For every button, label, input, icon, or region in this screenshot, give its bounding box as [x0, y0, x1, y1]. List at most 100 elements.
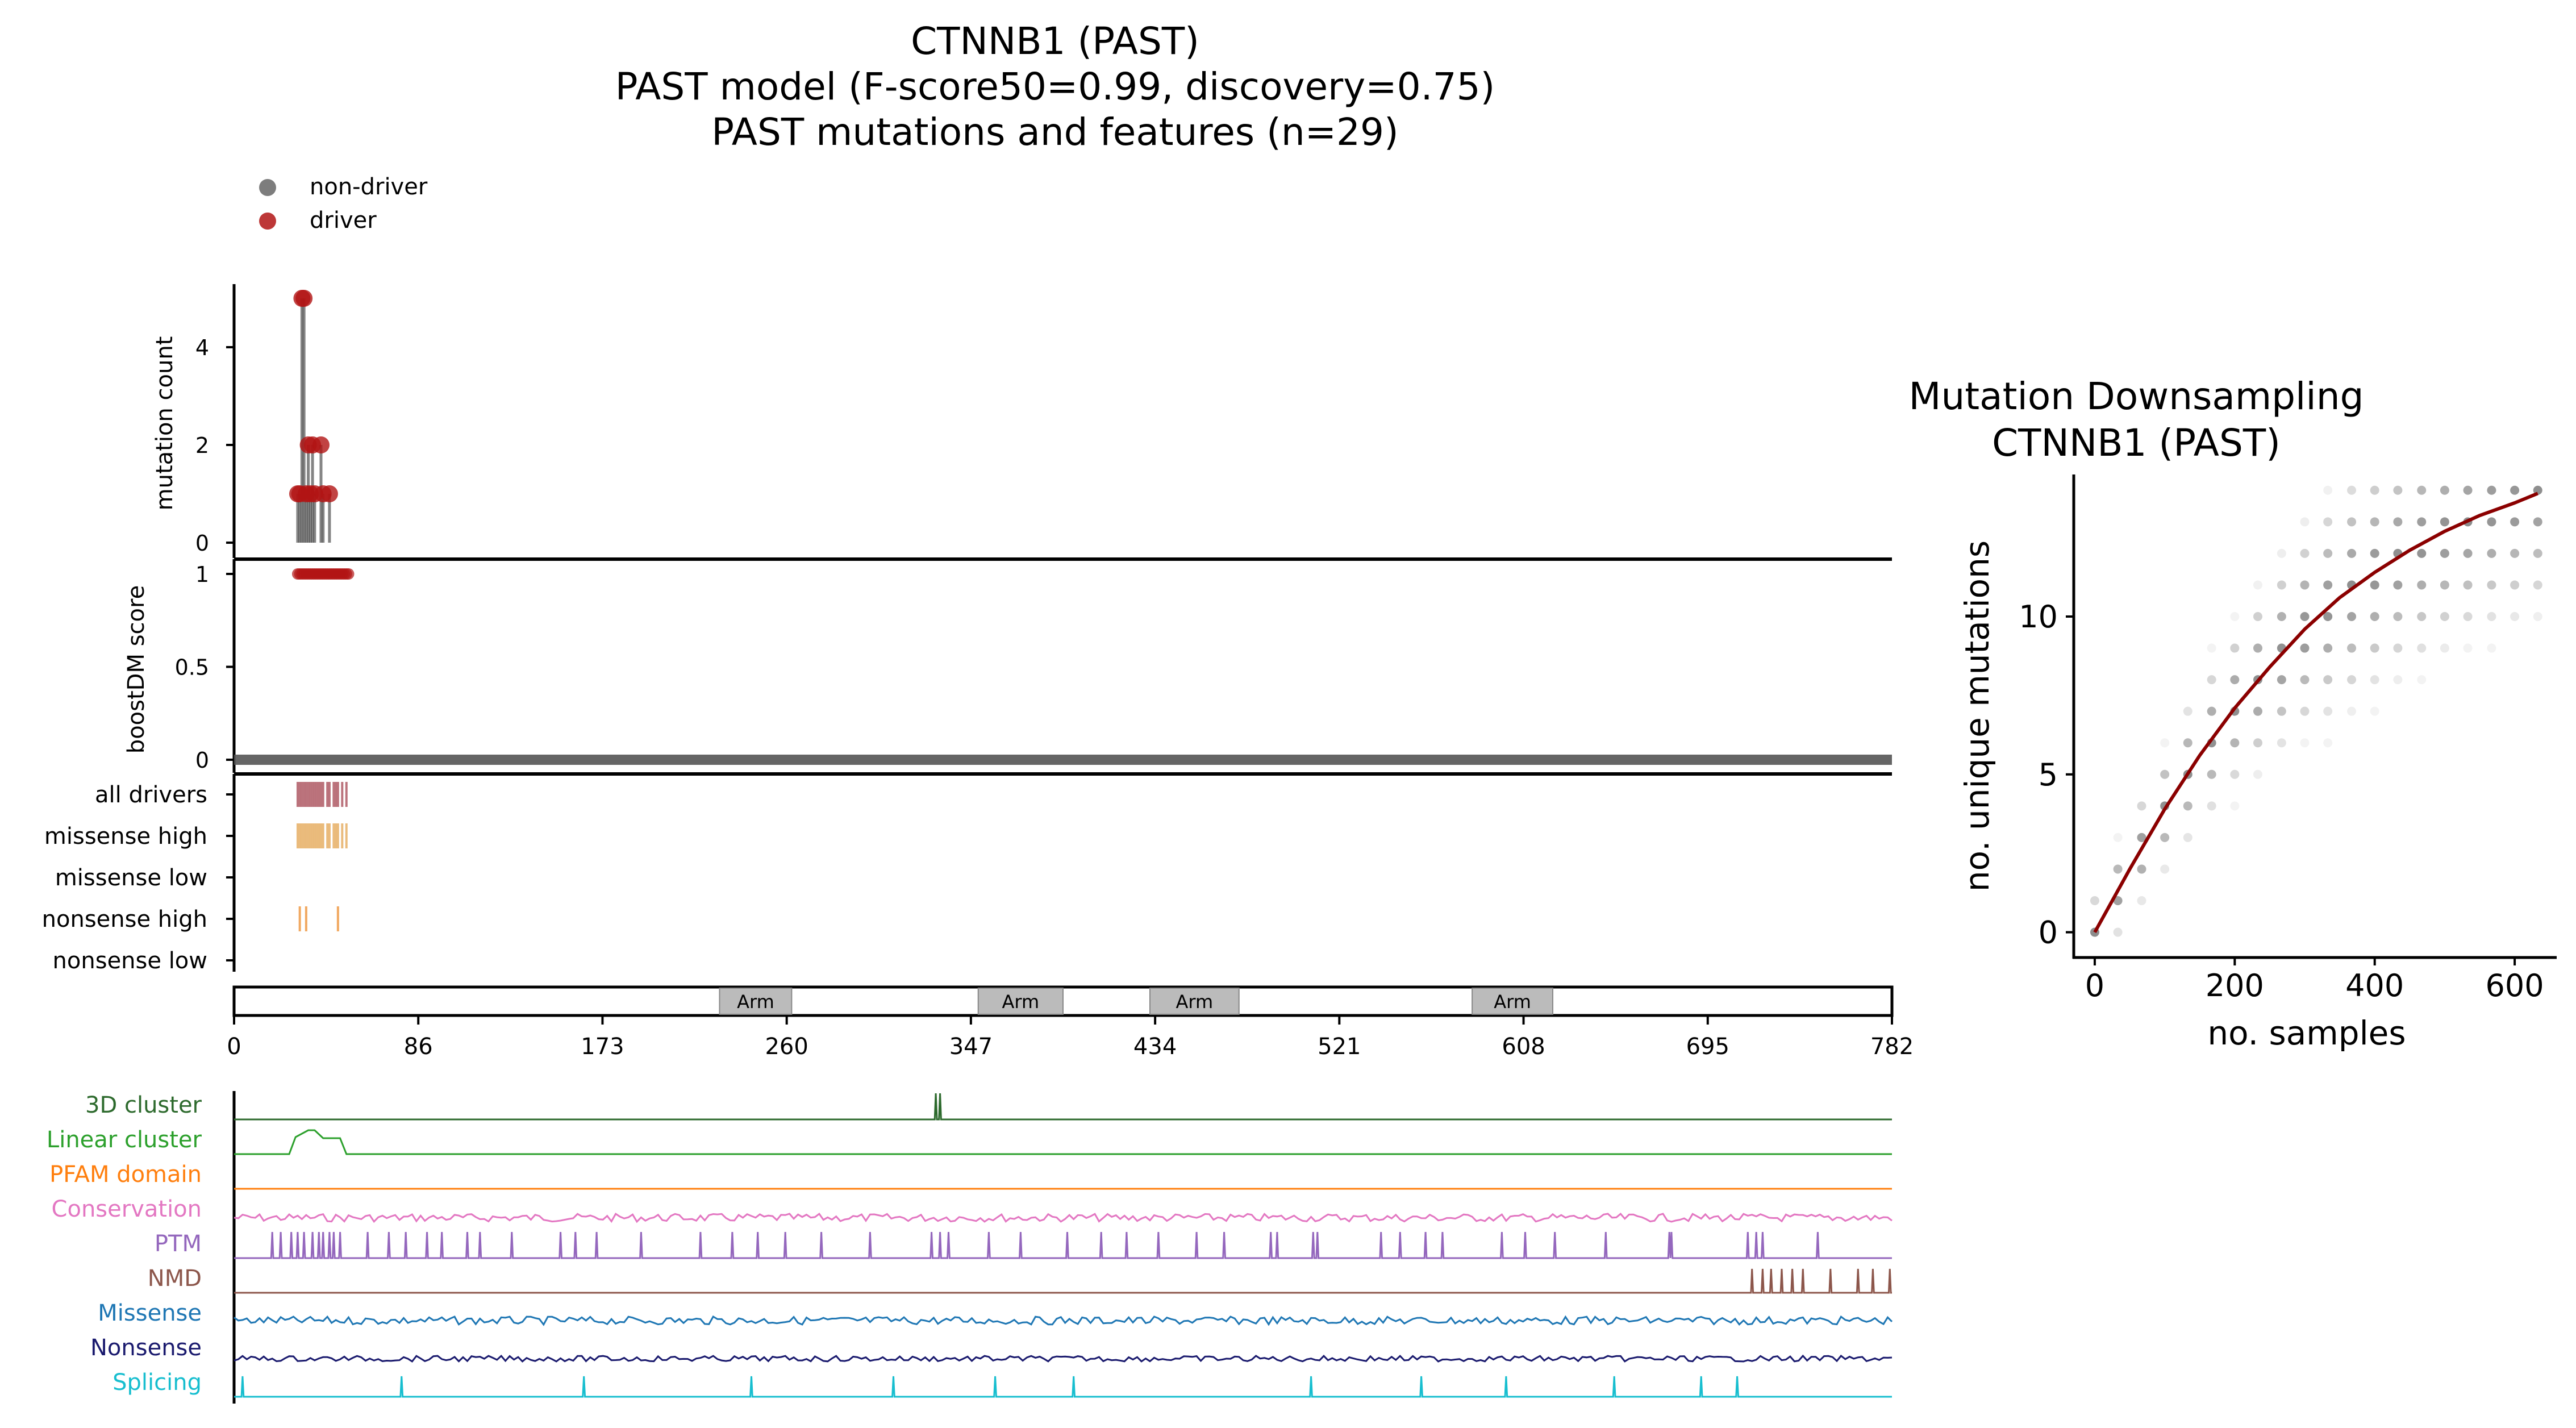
downsampling-point — [2230, 801, 2240, 811]
downsampling-point — [2300, 548, 2310, 558]
all-drivers-mark — [341, 782, 344, 807]
downsampling-point — [2277, 580, 2286, 590]
protein-x-tick-label: 347 — [949, 1034, 993, 1060]
downsampling-point — [2370, 485, 2379, 495]
downsampling-point — [2323, 485, 2333, 495]
track-row-label: missense high — [44, 823, 207, 850]
downsampling-point — [2183, 706, 2192, 716]
downsampling-point — [2300, 643, 2310, 653]
lollipop-y-tick-label: 0 — [195, 531, 209, 556]
downsampling-point — [2300, 580, 2310, 590]
protein-x-tick-label: 782 — [1870, 1034, 1914, 1060]
missense-high-mark — [319, 823, 322, 848]
nonsense-high-mark — [336, 906, 339, 931]
feature-line-ptm — [234, 1231, 1892, 1259]
downsampling-point — [2440, 485, 2449, 495]
downsampling-point — [2160, 738, 2170, 748]
missense-high-mark — [303, 823, 306, 848]
downsampling-point — [2463, 580, 2473, 590]
downsampling-point — [2487, 643, 2496, 653]
downsampling-y-tick-label: 0 — [2039, 915, 2058, 951]
all-drivers-mark — [332, 782, 335, 807]
domain-box — [1472, 988, 1553, 1015]
downsampling-point — [2183, 832, 2192, 842]
downsampling-point — [2510, 517, 2520, 527]
all-drivers-mark — [311, 782, 314, 807]
protein-x-tick-label: 521 — [1318, 1034, 1361, 1060]
legend: non-driver driver — [259, 174, 428, 234]
boostdm-y-tick-label: 0.5 — [175, 655, 209, 680]
missense-high-mark — [313, 823, 316, 848]
missense-high-mark — [322, 823, 324, 848]
downsampling-x-tick-label: 200 — [2206, 968, 2264, 1004]
legend-marker-driver — [259, 213, 276, 230]
domain-box — [719, 988, 793, 1015]
downsampling-point — [2347, 612, 2357, 621]
feature-line-nonsense — [234, 1354, 1893, 1363]
downsampling-point — [2207, 706, 2216, 716]
downsampling-point — [2323, 643, 2333, 653]
downsampling-point — [2347, 485, 2357, 495]
downsampling-point — [2533, 548, 2542, 558]
lollipop-y-label: mutation count — [152, 336, 178, 511]
missense-high-mark — [318, 823, 320, 848]
protein-domains: Arm Arm Arm Arm — [719, 988, 1553, 1015]
downsampling-y-tick-label: 5 — [2039, 757, 2058, 793]
downsampling-point — [2533, 580, 2542, 590]
downsampling-point — [2440, 517, 2449, 527]
missense-high-mark — [307, 823, 310, 848]
downsampling-point — [2300, 675, 2310, 685]
feature-line-nmd — [234, 1268, 1892, 1294]
protein-bar — [232, 985, 1894, 1017]
downsampling-point — [2370, 548, 2379, 558]
downsampling-point — [2207, 643, 2216, 653]
all-drivers-mark — [301, 782, 303, 807]
downsampling-point — [2323, 706, 2333, 716]
domain-label: Arm — [1176, 991, 1214, 1013]
downsampling-point — [2347, 675, 2357, 685]
downsampling-point — [2207, 801, 2216, 811]
track-marks — [296, 782, 348, 931]
missense-high-mark — [296, 823, 299, 848]
missense-high-mark — [305, 823, 307, 848]
protein-x-tick-label: 260 — [765, 1034, 808, 1060]
downsampling-curve — [2093, 492, 2539, 934]
feature-line-conservation — [234, 1212, 1893, 1223]
domain-box — [977, 988, 1064, 1015]
domain-label: Arm — [1494, 991, 1531, 1013]
downsampling-point — [2253, 769, 2262, 779]
feature-label: Linear cluster — [47, 1127, 202, 1153]
downsampling-point — [2300, 612, 2310, 621]
all-drivers-mark — [309, 782, 312, 807]
features-panel: 3D cluster Linear cluster PFAM domain Conse… — [47, 1091, 1893, 1404]
lollipop-head — [320, 485, 338, 502]
downsampling-point — [2393, 485, 2403, 495]
downsampling-point — [2463, 485, 2473, 495]
downsampling-point — [2113, 832, 2123, 842]
downsampling-point — [2300, 738, 2310, 748]
downsampling-point — [2160, 832, 2170, 842]
downsampling-panel: Mutation Downsampling CTNNB1 (PAST) 0 200… — [1909, 374, 2557, 1052]
lollipop-panel: 0 2 4 mutation count — [152, 284, 1892, 561]
downsampling-point — [2510, 485, 2520, 495]
missense-high-mark — [336, 823, 339, 848]
downsampling-point — [2370, 675, 2379, 685]
title-line-1: CTNNB1 (PAST) — [911, 19, 1199, 63]
downsampling-point — [2487, 548, 2496, 558]
downsampling-point — [2207, 675, 2216, 685]
downsampling-point — [2323, 612, 2333, 621]
downsampling-point — [2137, 896, 2146, 905]
lollipop-y-ticks: 0 2 4 — [195, 335, 234, 556]
downsampling-point — [2090, 896, 2099, 905]
protein-x-tick-label: 434 — [1133, 1034, 1177, 1060]
boostdm-marks — [234, 568, 1892, 765]
downsampling-point — [2183, 738, 2192, 748]
downsampling-point — [2417, 580, 2427, 590]
track-row-label: nonsense high — [42, 906, 207, 932]
track-row-label: missense low — [55, 865, 207, 891]
all-drivers-mark — [336, 782, 339, 807]
downsampling-point — [2370, 706, 2379, 716]
legend-label-driver: driver — [310, 207, 377, 234]
protein-x-tick-label: 608 — [1502, 1034, 1545, 1060]
